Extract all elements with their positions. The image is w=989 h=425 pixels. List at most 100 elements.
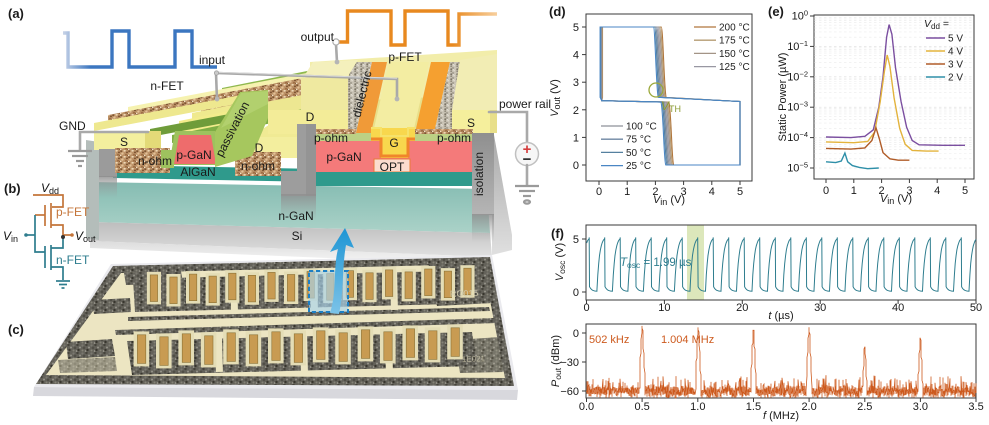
svg-text:3 V: 3 V: [948, 60, 963, 71]
svg-text:2: 2: [652, 186, 658, 198]
svg-text:p-FET: p-FET: [388, 50, 422, 64]
svg-text:100 °C: 100 °C: [626, 122, 657, 133]
svg-text:input: input: [199, 53, 226, 67]
svg-text:RO015: RO015: [450, 288, 479, 299]
svg-text:Vout (V): Vout (V): [549, 79, 562, 117]
svg-text:50 °C: 50 °C: [626, 148, 651, 159]
svg-text:0: 0: [596, 186, 602, 198]
svg-text:S: S: [467, 116, 475, 130]
svg-text:n-FET: n-FET: [56, 253, 90, 267]
svg-text:4 V: 4 V: [948, 47, 963, 58]
svg-text:Static Power (µW): Static Power (µW): [777, 53, 789, 142]
svg-text:S: S: [120, 135, 128, 149]
svg-text:4: 4: [709, 186, 715, 198]
svg-text:n-FET: n-FET: [150, 79, 184, 93]
svg-text:5 V: 5 V: [948, 34, 963, 45]
svg-text:G: G: [389, 136, 398, 150]
svg-text:p-ohm: p-ohm: [314, 131, 348, 145]
svg-text:10−2: 10−2: [787, 69, 808, 83]
svg-text:power rail: power rail: [499, 97, 551, 111]
svg-text:150 °C: 150 °C: [719, 49, 750, 60]
svg-text:Vin (V): Vin (V): [653, 194, 685, 207]
svg-text:0.5: 0.5: [635, 401, 650, 413]
svg-text:D: D: [306, 110, 315, 124]
svg-text:0: 0: [573, 160, 579, 172]
svg-text:1.5: 1.5: [746, 401, 761, 413]
svg-text:4: 4: [573, 50, 579, 62]
svg-text:OPT: OPT: [380, 160, 405, 174]
svg-text:3: 3: [681, 186, 687, 198]
svg-text:3: 3: [906, 185, 912, 197]
svg-text:25 °C: 25 °C: [626, 161, 651, 172]
svg-text:0: 0: [823, 185, 829, 197]
svg-text:1: 1: [573, 132, 579, 144]
svg-text:p-ohm: p-ohm: [437, 131, 471, 145]
svg-text:(a): (a): [8, 6, 24, 21]
svg-text:p-GaN: p-GaN: [176, 148, 211, 162]
svg-text:+: +: [523, 141, 532, 158]
svg-text:0: 0: [573, 328, 579, 340]
svg-text:125 °C: 125 °C: [719, 62, 750, 73]
svg-text:output: output: [301, 30, 335, 44]
svg-text:4: 4: [934, 185, 940, 197]
svg-text:175 °C: 175 °C: [719, 36, 750, 47]
svg-text:1.0: 1.0: [690, 401, 705, 413]
svg-text:Vosc (V): Vosc (V): [554, 243, 567, 281]
svg-text:1: 1: [851, 185, 857, 197]
svg-text:f (MHz): f (MHz): [763, 410, 799, 422]
svg-text:n-ohm: n-ohm: [241, 159, 275, 173]
svg-text:−: −: [523, 151, 532, 168]
svg-text:0: 0: [583, 302, 589, 314]
svg-text:isolation: isolation: [472, 152, 486, 196]
svg-text:50: 50: [970, 302, 982, 314]
svg-text:D: D: [255, 141, 264, 155]
svg-text:(e): (e): [768, 4, 784, 19]
svg-text:t (µs): t (µs): [768, 310, 793, 322]
svg-text:(d): (d): [549, 4, 566, 19]
svg-text:10−5: 10−5: [787, 161, 808, 175]
svg-text:2.0: 2.0: [801, 401, 816, 413]
svg-text:5: 5: [737, 186, 743, 198]
svg-text:10−1: 10−1: [787, 39, 808, 53]
svg-text:−60: −60: [560, 386, 579, 398]
svg-text:100: 100: [792, 9, 808, 23]
svg-text:0.0: 0.0: [579, 401, 594, 413]
svg-text:n-GaN: n-GaN: [278, 209, 313, 223]
svg-text:Vdd =: Vdd =: [924, 18, 949, 31]
svg-text:2: 2: [879, 185, 885, 197]
svg-text:Vin (V): Vin (V): [880, 193, 912, 206]
svg-text:Pout (dBm): Pout (dBm): [550, 335, 563, 387]
svg-text:3.5: 3.5: [968, 401, 983, 413]
svg-text:20: 20: [736, 302, 748, 314]
svg-text:VTH: VTH: [661, 99, 681, 114]
svg-text:3.0: 3.0: [913, 401, 928, 413]
svg-text:Vdd: Vdd: [41, 181, 59, 196]
svg-text:AlGaN: AlGaN: [180, 165, 215, 179]
svg-text:(c): (c): [8, 322, 24, 337]
svg-text:2: 2: [573, 105, 579, 117]
svg-text:30: 30: [814, 302, 826, 314]
svg-text:40: 40: [892, 302, 904, 314]
svg-text:GND: GND: [59, 119, 86, 133]
svg-text:3: 3: [573, 77, 579, 89]
svg-text:10−4: 10−4: [787, 130, 808, 144]
svg-text:Tosc = 1.99 µs: Tosc = 1.99 µs: [620, 257, 692, 270]
svg-text:2.5: 2.5: [857, 401, 872, 413]
svg-text:1: 1: [624, 186, 630, 198]
svg-text:(f): (f): [551, 226, 564, 241]
svg-text:10−3: 10−3: [787, 100, 808, 114]
svg-text:10: 10: [658, 302, 670, 314]
svg-text:5: 5: [962, 185, 968, 197]
svg-text:p-GaN: p-GaN: [326, 150, 361, 164]
svg-text:0: 0: [573, 287, 579, 299]
svg-text:−30: −30: [560, 357, 579, 369]
svg-text:Si: Si: [292, 229, 303, 243]
svg-text:75 °C: 75 °C: [626, 135, 651, 146]
svg-text:200 °C: 200 °C: [719, 23, 750, 34]
svg-text:5: 5: [573, 234, 579, 246]
svg-text:(b): (b): [4, 181, 21, 196]
svg-text:p-FET: p-FET: [56, 205, 90, 219]
svg-text:502 kHz: 502 kHz: [589, 334, 629, 346]
svg-text:1E021: 1E021: [462, 354, 486, 364]
svg-text:2 V: 2 V: [948, 73, 963, 84]
